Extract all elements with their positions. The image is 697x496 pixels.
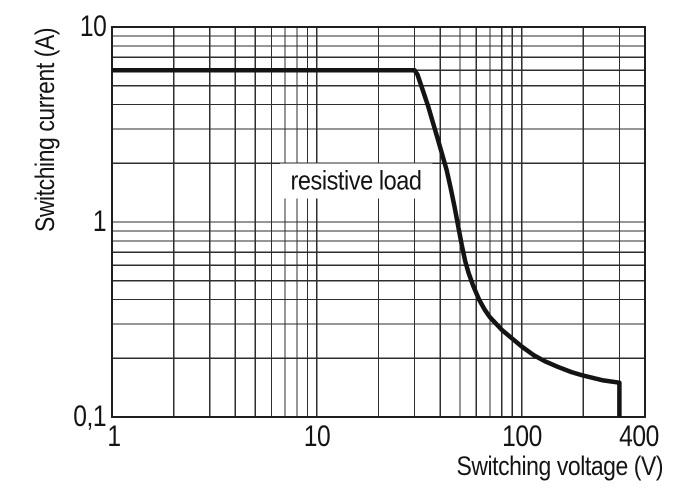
x-tick-label: 1 (107, 420, 121, 453)
x-tick-label: 10 (303, 420, 331, 453)
curve-annotation-resistive-load: resistive load (280, 163, 432, 199)
y-tick-label: 10 (79, 10, 106, 43)
y-axis-title: Switching current (A) (30, 27, 60, 233)
x-axis-title: Switching voltage (V) (456, 451, 663, 481)
y-tick-label: 1 (92, 205, 107, 238)
load-curve (112, 68, 622, 417)
grid-lines (111, 26, 646, 418)
plot-frame (111, 26, 646, 418)
x-tick-label: 400 (619, 420, 659, 453)
y-tick-label: 0,1 (73, 400, 106, 433)
x-tick-label: 100 (501, 420, 542, 453)
